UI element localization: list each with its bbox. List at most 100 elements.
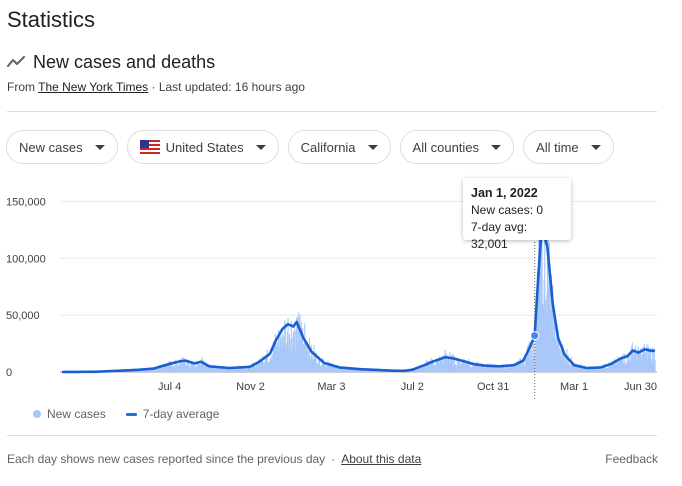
- daily-bar: [633, 358, 635, 372]
- daily-bar: [576, 364, 579, 372]
- daily-bar: [591, 368, 593, 372]
- caret-down-icon: [590, 144, 601, 150]
- daily-bar: [220, 366, 222, 372]
- daily-bar: [419, 365, 421, 372]
- daily-bar: [301, 332, 303, 372]
- daily-bar: [245, 367, 247, 372]
- daily-bar: [285, 342, 287, 372]
- filter-metric-dropdown[interactable]: New cases: [6, 130, 118, 164]
- daily-bar: [486, 367, 488, 372]
- filter-time-dropdown[interactable]: All time: [523, 130, 614, 164]
- daily-bar: [641, 354, 643, 372]
- daily-bar: [246, 369, 248, 372]
- daily-bar: [328, 363, 330, 372]
- daily-bar: [530, 359, 532, 372]
- daily-bar: [582, 366, 585, 372]
- daily-bar: [498, 366, 500, 372]
- daily-bar: [509, 367, 511, 372]
- daily-bar: [272, 341, 274, 372]
- daily-bar: [296, 316, 298, 372]
- daily-bar: [520, 367, 522, 372]
- x-tick-label: Jul 4: [158, 381, 181, 393]
- daily-bar: [503, 366, 505, 372]
- daily-bar: [162, 368, 164, 372]
- daily-bar: [531, 339, 533, 372]
- daily-bar: [478, 364, 480, 372]
- legend-line-swatch: [125, 412, 137, 416]
- daily-bar: [147, 369, 149, 372]
- daily-bar: [177, 365, 179, 372]
- daily-bar: [559, 356, 561, 372]
- daily-bar: [415, 370, 417, 372]
- daily-bar: [252, 363, 254, 372]
- filter-country-dropdown[interactable]: United States: [126, 130, 279, 164]
- daily-bar: [482, 364, 484, 372]
- daily-bar: [189, 367, 191, 372]
- daily-bar: [529, 349, 531, 372]
- daily-bar: [320, 364, 322, 372]
- daily-bar: [182, 356, 184, 372]
- daily-bar: [466, 361, 468, 372]
- daily-bar: [577, 364, 579, 372]
- daily-bar: [502, 364, 504, 372]
- daily-bar: [561, 348, 563, 372]
- daily-bar: [319, 366, 321, 372]
- daily-bar: [163, 363, 165, 372]
- daily-bar: [437, 358, 439, 372]
- daily-bar: [463, 359, 466, 372]
- daily-bar: [205, 365, 207, 372]
- daily-bar: [183, 362, 185, 372]
- daily-bar: [308, 337, 310, 372]
- daily-bar: [427, 362, 429, 372]
- daily-bar: [143, 370, 145, 372]
- daily-bar: [181, 363, 183, 372]
- daily-bar: [572, 364, 574, 372]
- daily-bar: [547, 238, 549, 372]
- daily-bar: [645, 352, 647, 372]
- daily-bar: [227, 368, 229, 372]
- filter-state-dropdown[interactable]: California: [287, 130, 391, 164]
- daily-bar: [588, 366, 591, 372]
- cases-chart[interactable]: 0 50,000 100,000 150,000 Jul 4 Nov 2 Mar 3 Jul …: [0, 178, 682, 400]
- daily-bar: [306, 350, 308, 372]
- daily-bar: [435, 359, 437, 372]
- daily-bar: [338, 368, 340, 372]
- daily-bar: [490, 366, 492, 372]
- daily-bar: [174, 367, 176, 372]
- daily-bar: [594, 369, 597, 372]
- daily-bar: [194, 365, 196, 372]
- daily-bar: [276, 346, 278, 372]
- daily-bar: [185, 365, 187, 372]
- daily-bar: [158, 366, 160, 372]
- daily-bar: [317, 365, 319, 372]
- daily-bar: [284, 320, 286, 372]
- daily-bar: [653, 349, 655, 372]
- daily-bar: [297, 347, 299, 372]
- daily-bar: [209, 367, 212, 372]
- daily-bar: [327, 360, 329, 372]
- daily-bar: [365, 369, 367, 372]
- daily-bar: [363, 370, 365, 372]
- daily-bar: [496, 366, 498, 372]
- daily-bar: [137, 370, 139, 372]
- daily-bar: [291, 338, 293, 372]
- daily-bar: [510, 365, 512, 372]
- daily-bar: [183, 357, 185, 372]
- daily-bar: [184, 361, 186, 372]
- daily-bar: [157, 367, 159, 372]
- daily-bar: [300, 322, 302, 372]
- daily-bar: [278, 346, 280, 372]
- daily-bar: [601, 369, 603, 372]
- filter-county-dropdown[interactable]: All counties: [399, 130, 515, 164]
- source-link[interactable]: The New York Times: [38, 80, 149, 94]
- daily-bar: [533, 354, 535, 372]
- daily-bar: [515, 362, 517, 372]
- about-data-link[interactable]: About this data: [341, 452, 422, 466]
- feedback-link[interactable]: Feedback: [605, 452, 658, 466]
- daily-bar: [578, 365, 580, 372]
- daily-bar: [200, 360, 202, 372]
- daily-bar: [500, 368, 502, 372]
- footer-note: Each day shows new cases reported since …: [7, 452, 421, 466]
- daily-bar: [334, 366, 337, 372]
- daily-bar: [250, 368, 252, 372]
